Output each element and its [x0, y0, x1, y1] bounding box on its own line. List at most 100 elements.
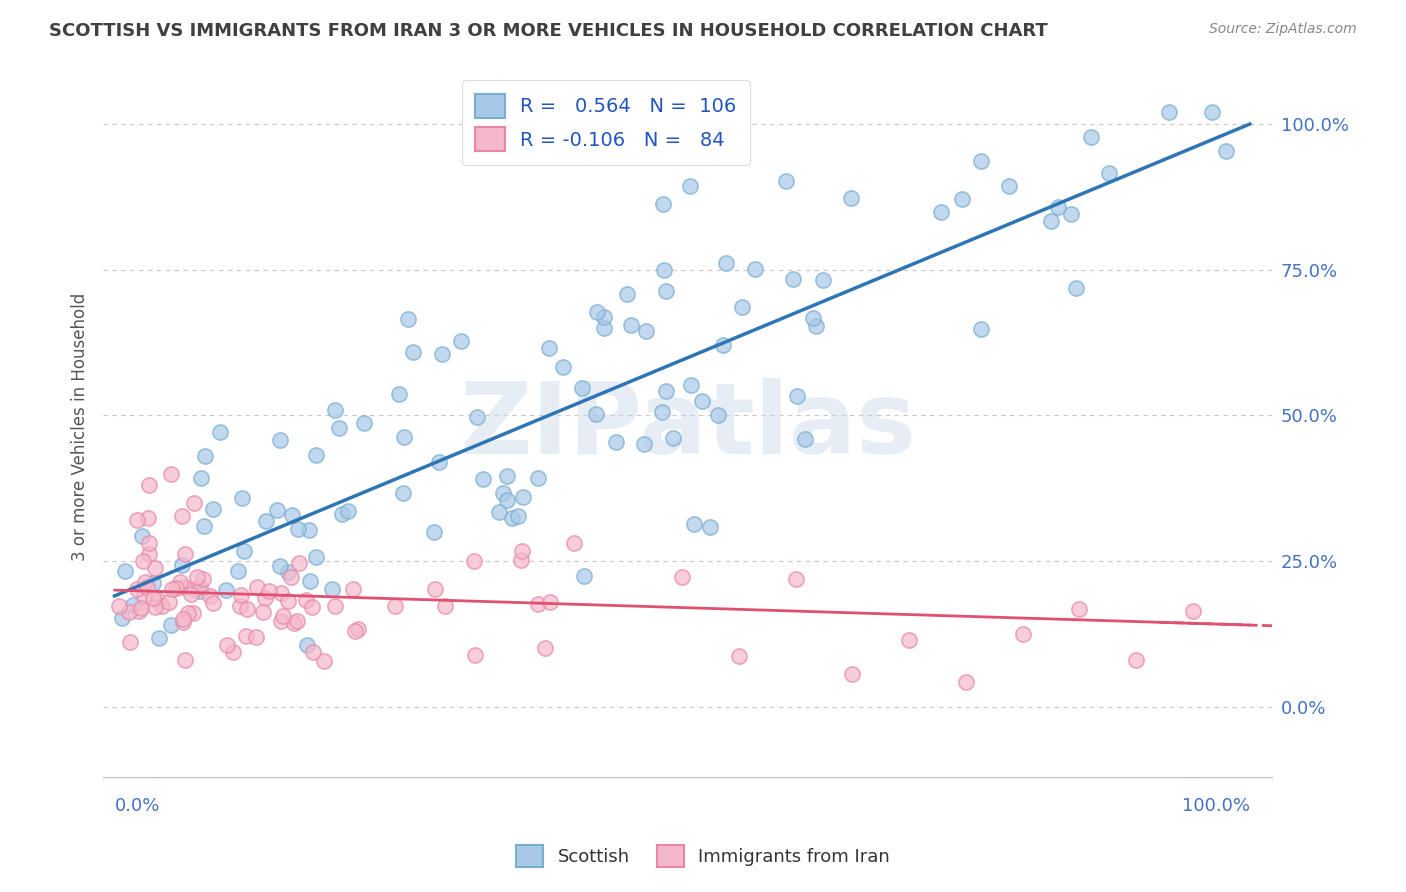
Point: [160, 467, 183, 481]
Point: [1069, 602, 1091, 616]
Point: [716, 256, 738, 270]
Legend: Scottish, Immigrants from Iran: Scottish, Immigrants from Iran: [509, 838, 897, 874]
Point: [950, 192, 973, 206]
Point: [118, 635, 141, 649]
Point: [970, 154, 993, 169]
Point: [159, 617, 181, 632]
Point: [671, 570, 693, 584]
Point: [305, 549, 328, 564]
Point: [562, 535, 585, 549]
Point: [450, 334, 472, 348]
Point: [128, 604, 150, 618]
Point: [1040, 214, 1063, 228]
Point: [423, 524, 446, 539]
Point: [143, 561, 166, 575]
Point: [465, 409, 488, 424]
Point: [633, 436, 655, 450]
Point: [298, 524, 321, 538]
Point: [728, 648, 751, 663]
Point: [323, 599, 346, 614]
Point: [537, 342, 560, 356]
Point: [342, 582, 364, 597]
Point: [136, 511, 159, 525]
Point: [402, 345, 425, 359]
Point: [108, 599, 131, 613]
Point: [1098, 166, 1121, 180]
Point: [432, 347, 454, 361]
Point: [392, 486, 415, 500]
Point: [472, 472, 495, 486]
Point: [1125, 653, 1147, 667]
Point: [174, 547, 197, 561]
Point: [839, 191, 862, 205]
Point: [269, 433, 291, 447]
Point: [136, 580, 159, 594]
Text: 100.0%: 100.0%: [1182, 797, 1250, 815]
Point: [683, 516, 706, 531]
Point: [388, 387, 411, 401]
Point: [690, 394, 713, 409]
Point: [142, 576, 165, 591]
Point: [277, 565, 299, 579]
Point: [785, 572, 807, 586]
Point: [215, 638, 238, 652]
Point: [283, 615, 305, 630]
Legend: R =   0.564   N =  106, R = -0.106   N =   84: R = 0.564 N = 106, R = -0.106 N = 84: [461, 80, 749, 164]
Point: [180, 587, 202, 601]
Point: [427, 455, 450, 469]
Point: [259, 583, 281, 598]
Point: [148, 593, 170, 607]
Point: [226, 564, 249, 578]
Point: [434, 599, 457, 613]
Point: [336, 504, 359, 518]
Point: [492, 486, 515, 500]
Point: [323, 403, 346, 417]
Point: [501, 511, 523, 525]
Point: [425, 582, 447, 596]
Point: [191, 572, 214, 586]
Point: [527, 470, 550, 484]
Point: [127, 513, 149, 527]
Point: [464, 648, 486, 662]
Point: [150, 599, 173, 613]
Point: [593, 310, 616, 325]
Point: [295, 638, 318, 652]
Point: [177, 606, 200, 620]
Point: [138, 547, 160, 561]
Point: [634, 324, 657, 338]
Point: [744, 262, 766, 277]
Point: [285, 614, 308, 628]
Point: [231, 491, 253, 506]
Text: 0.0%: 0.0%: [114, 797, 160, 815]
Point: [605, 434, 627, 449]
Point: [252, 605, 274, 619]
Point: [654, 384, 676, 399]
Point: [343, 624, 366, 638]
Point: [463, 554, 485, 568]
Point: [551, 359, 574, 374]
Point: [496, 469, 519, 483]
Point: [235, 629, 257, 643]
Point: [236, 602, 259, 616]
Point: [232, 543, 254, 558]
Point: [266, 503, 288, 517]
Point: [661, 431, 683, 445]
Point: [572, 569, 595, 583]
Point: [1011, 627, 1033, 641]
Point: [129, 601, 152, 615]
Point: [201, 501, 224, 516]
Point: [188, 584, 211, 599]
Point: [699, 520, 721, 534]
Point: [183, 496, 205, 510]
Point: [143, 599, 166, 614]
Point: [775, 174, 797, 188]
Point: [1201, 105, 1223, 120]
Point: [585, 407, 607, 421]
Point: [512, 544, 534, 558]
Point: [495, 492, 517, 507]
Point: [186, 570, 208, 584]
Point: [593, 321, 616, 335]
Point: [114, 564, 136, 578]
Point: [134, 575, 156, 590]
Point: [509, 553, 531, 567]
